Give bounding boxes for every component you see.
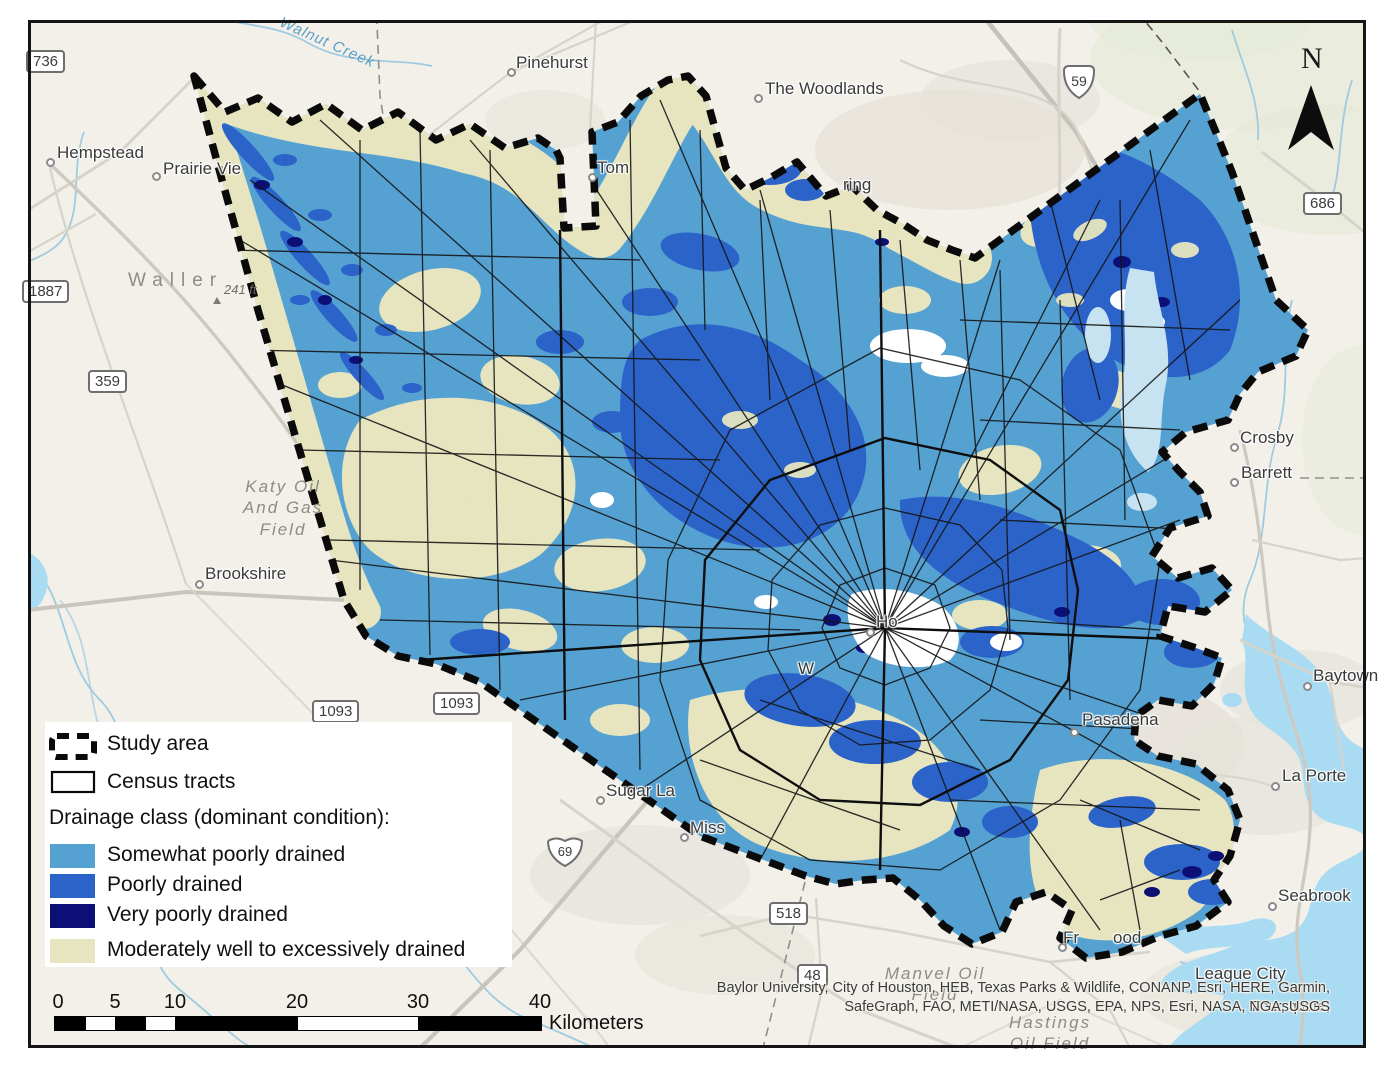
svg-text:59: 59	[1071, 73, 1087, 89]
pasadena-marker-icon	[1070, 728, 1079, 737]
admin-dashed-lines	[376, 23, 1363, 1045]
north-arrow-icon	[1288, 85, 1334, 150]
baytown-marker-icon	[1303, 682, 1312, 691]
manvel-oil-field-label: Manvel Oil Field	[884, 964, 986, 1005]
tomball-marker-icon	[588, 173, 597, 182]
place-tomball: Tom	[597, 158, 630, 177]
interstate-shield-69: 69	[547, 837, 584, 868]
route-shield-359: 359	[88, 370, 128, 393]
katy-oil-field-label: Katy Oil And Gas Field	[242, 477, 324, 539]
route-shield-518: 518	[769, 902, 809, 925]
elevation-triangle-icon	[213, 297, 221, 304]
la-porte-marker-icon	[1271, 782, 1280, 791]
route-shield-1887: 1887	[22, 280, 70, 303]
scalebar-tick-0: 0	[52, 991, 64, 1013]
place-barrett: Barrett	[1241, 463, 1293, 482]
census-tracts-symbol-icon	[50, 770, 96, 794]
legend-swatch-moderately	[50, 939, 95, 963]
crosby-marker-icon	[1230, 443, 1239, 452]
scalebar-unit-label: Kilometers	[549, 1012, 644, 1034]
legend-label-very-poorly: Very poorly drained	[107, 903, 288, 926]
study-area-symbol-icon	[49, 733, 97, 760]
place-pinehurst: Pinehurst	[516, 53, 588, 72]
us-route-shield-59: 59	[1063, 65, 1096, 100]
scalebar-tick-40: 40	[528, 991, 552, 1013]
north-label: N	[1301, 42, 1323, 75]
place-seabrook: Seabrook	[1278, 886, 1351, 905]
place-the-woodlands: The Woodlands	[765, 79, 884, 98]
scalebar-tick-20: 20	[285, 991, 309, 1013]
houston-marker-icon	[866, 628, 875, 637]
legend-drainage-title: Drainage class (dominant condition):	[49, 806, 390, 829]
place-west-university: W	[798, 659, 815, 678]
elevation-label: 241 ft	[224, 282, 257, 297]
pinehurst-marker-icon	[507, 68, 516, 77]
scalebar-bar	[54, 1016, 542, 1031]
route-shield-1093b: 1093	[433, 692, 481, 715]
place-brookshire: Brookshire	[205, 564, 287, 583]
route-shield-48: 48	[797, 964, 828, 987]
map-legend: Study area Census tracts Drainage class …	[45, 722, 512, 967]
place-spring: ring	[843, 175, 872, 194]
seabrook-marker-icon	[1268, 902, 1277, 911]
hempstead-marker-icon	[46, 158, 55, 167]
place-league-city: League City	[1195, 964, 1286, 983]
attribution-line2: SafeGraph, FAO, METI/NASA, USGS, EPA, NP…	[844, 999, 1330, 1015]
legend-label-poorly: Poorly drained	[107, 873, 243, 896]
svg-text:69: 69	[558, 844, 572, 859]
route-shield-1093a: 1093	[312, 700, 360, 723]
scalebar-tick-10: 10	[163, 991, 187, 1013]
scalebar-tick-5: 5	[109, 991, 121, 1013]
missouri-city-marker-icon	[680, 833, 689, 842]
place-friendswood-b: ood	[1113, 928, 1142, 947]
barrett-marker-icon	[1230, 478, 1239, 487]
hastings-oil-field-label: Hastings Oil Field	[1008, 1013, 1092, 1054]
place-pasadena: Pasadena	[1082, 710, 1159, 729]
route-shield-686: 686	[1303, 192, 1343, 215]
place-la-porte: La Porte	[1282, 766, 1347, 785]
place-hempstead: Hempstead	[57, 143, 144, 162]
waller-county-label: Waller	[128, 270, 224, 291]
legend-swatch-very-poorly	[50, 904, 95, 928]
legend-swatch-poorly	[50, 874, 95, 898]
route-shield-736: 736	[26, 50, 66, 73]
place-friendswood-a: Fr	[1063, 928, 1080, 947]
lake-houston	[1085, 268, 1169, 511]
place-baytown: Baytown	[1313, 666, 1379, 685]
brookshire-marker-icon	[195, 580, 204, 589]
legend-swatch-somewhat-poorly	[50, 844, 95, 868]
place-missouri-city: Miss	[690, 818, 725, 837]
legend-label-somewhat-poorly: Somewhat poorly drained	[107, 843, 346, 866]
census-tract-lines	[229, 99, 1241, 931]
place-prairie-view: Prairie Vie	[163, 159, 242, 178]
study-area-boundary	[190, 72, 1312, 962]
prairie-view-marker-icon	[152, 172, 161, 181]
sugar-land-marker-icon	[596, 796, 605, 805]
place-houston: Ho	[876, 612, 898, 631]
place-crosby: Crosby	[1240, 428, 1294, 447]
friendswood-marker-icon	[1058, 943, 1067, 952]
woodlands-marker-icon	[754, 94, 763, 103]
attribution-line1: Baylor University, City of Houston, HEB,…	[716, 980, 1330, 1015]
legend-study-area-label: Study area	[107, 732, 209, 755]
legend-census-tracts-label: Census tracts	[107, 770, 236, 793]
census-tract-major-lines	[419, 229, 1201, 871]
place-sugar-land: Sugar La	[606, 781, 675, 800]
scalebar-tick-30: 30	[406, 991, 430, 1013]
legend-label-moderately: Moderately well to excessively drained	[107, 938, 466, 961]
